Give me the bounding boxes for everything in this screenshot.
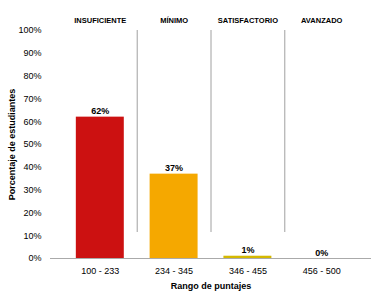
svg-text:SATISFACTORIO: SATISFACTORIO <box>218 16 278 25</box>
svg-text:40%: 40% <box>23 162 41 172</box>
svg-text:AVANZADO: AVANZADO <box>301 16 343 25</box>
svg-text:50%: 50% <box>23 139 41 149</box>
svg-text:60%: 60% <box>23 117 41 127</box>
svg-text:234 - 345: 234 - 345 <box>155 266 193 276</box>
svg-text:346 - 455: 346 - 455 <box>229 266 267 276</box>
svg-text:10%: 10% <box>23 231 41 241</box>
svg-text:70%: 70% <box>23 94 41 104</box>
svg-text:MÍNIMO: MÍNIMO <box>160 16 188 25</box>
svg-text:Porcentaje de estudiantes: Porcentaje de estudiantes <box>7 89 17 201</box>
svg-text:100 - 233: 100 - 233 <box>81 266 119 276</box>
svg-text:62%: 62% <box>91 106 109 116</box>
svg-text:30%: 30% <box>23 185 41 195</box>
svg-text:80%: 80% <box>23 71 41 81</box>
svg-text:90%: 90% <box>23 48 41 58</box>
svg-text:456 - 500: 456 - 500 <box>303 266 341 276</box>
svg-text:20%: 20% <box>23 208 41 218</box>
svg-text:37%: 37% <box>165 163 183 173</box>
svg-text:INSUFICIENTE: INSUFICIENTE <box>74 16 126 25</box>
svg-text:1%: 1% <box>241 245 254 255</box>
svg-text:Rango de puntajes: Rango de puntajes <box>171 281 252 291</box>
svg-text:0%: 0% <box>315 248 328 258</box>
svg-text:0%: 0% <box>28 253 41 263</box>
svg-text:100%: 100% <box>18 25 41 35</box>
